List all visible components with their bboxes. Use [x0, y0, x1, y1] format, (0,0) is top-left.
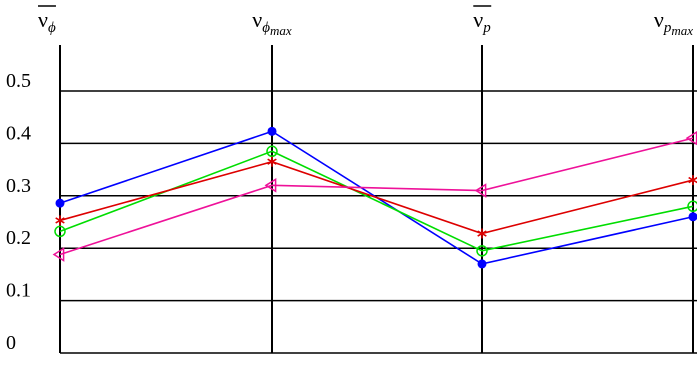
- axis-label-sub: p: [482, 20, 491, 36]
- axis-label-2: νp: [473, 7, 491, 36]
- data-point: [266, 145, 278, 158]
- data-point: [267, 126, 277, 136]
- axis-labels: νϕ νϕmax νp νpmax: [38, 5, 693, 38]
- axis-label-main: ν: [252, 7, 262, 32]
- data-point: [52, 247, 65, 262]
- axis-label-main: ν: [473, 7, 483, 32]
- axis-label-subsub: max: [671, 23, 693, 38]
- axis-label-0: νϕ: [38, 7, 56, 36]
- series-line: [59, 150, 694, 252]
- data-point: [477, 259, 487, 269]
- axis-label-sub: ϕ: [48, 20, 56, 36]
- axis-label-subsub: max: [270, 23, 292, 38]
- axis-label-3: νpmax: [654, 7, 693, 38]
- data-point: [688, 212, 697, 222]
- y-tick-label: 0.2: [6, 227, 31, 249]
- axis-label-main: ν: [38, 7, 48, 32]
- data-point: [476, 245, 488, 257]
- series-1: [54, 145, 697, 257]
- series: [52, 126, 697, 269]
- data-point: [55, 215, 65, 226]
- axis-label-sub: ϕ: [262, 20, 270, 36]
- axis-label-sub: p: [663, 20, 672, 36]
- data-point: [688, 175, 697, 186]
- y-tick-label: 0: [6, 332, 16, 354]
- grid: [60, 90, 697, 354]
- y-tick-labels: 0 0.1 0.2 0.3 0.4 0.5: [6, 70, 31, 354]
- data-point: [264, 177, 277, 193]
- y-tick-label: 0.4: [6, 122, 31, 144]
- data-point: [474, 183, 487, 198]
- y-tick-label: 0.5: [6, 70, 31, 92]
- axis-label-1: νϕmax: [252, 7, 292, 38]
- y-tick-label: 0.3: [6, 175, 31, 197]
- series-2: [55, 156, 697, 239]
- series-line: [59, 137, 694, 256]
- data-point: [54, 225, 66, 238]
- y-tick-label: 0.1: [6, 280, 31, 302]
- axis-label-main: ν: [654, 7, 664, 32]
- series-line: [59, 160, 694, 235]
- data-point: [55, 198, 65, 208]
- data-point: [267, 156, 277, 167]
- data-point: [477, 228, 487, 239]
- data-point: [687, 200, 697, 213]
